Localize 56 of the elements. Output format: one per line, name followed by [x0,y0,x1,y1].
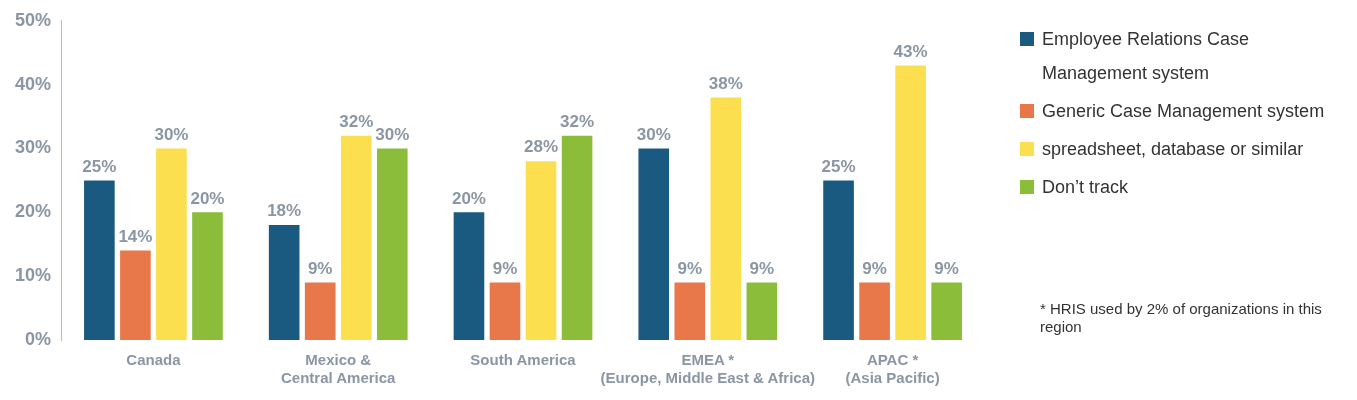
bar [674,282,706,340]
data-label: 14% [118,226,153,246]
bar [84,180,115,340]
bar [895,65,926,340]
data-label: 30% [154,124,189,144]
data-label: 9% [934,258,959,278]
x-tick-label: EMEA * (Europe, Middle East & Africa) [600,351,816,387]
data-label: 43% [893,41,928,61]
data-label: 9% [307,258,333,278]
x-tick-label: Mexico & Central America [280,351,397,387]
bar [489,282,521,340]
bar [120,250,151,340]
data-label: 18% [267,201,302,221]
data-label: 30% [375,124,410,144]
data-label: 20% [451,188,486,208]
data-label: 32% [339,111,374,131]
data-label: 32% [560,111,595,131]
x-tick-label: Canada [126,351,182,369]
data-label: 38% [708,73,743,93]
y-tick-label: 40% [15,73,52,94]
text: * HRIS used by 2% of organizations in this region [1040,300,1323,336]
bar [931,282,962,340]
data-label: 9% [677,258,703,278]
bar [453,212,485,340]
data-label: 25% [821,156,856,176]
legend-label: Generic Case Management system [1042,100,1325,123]
legend-label: Employee Relations Case Management system [1042,28,1251,85]
legend-label: spreadsheet, database or similar [1042,138,1304,161]
bar [268,225,300,340]
data-label: 30% [636,124,671,144]
y-tick-label: 50% [15,9,52,30]
y-tick-label: 0% [25,328,52,349]
bar [376,148,408,340]
data-label: 9% [749,258,775,278]
x-tick-label: APAC * (Asia Pacific) [845,351,940,387]
data-label: 20% [190,188,225,208]
data-label: 25% [82,156,117,176]
bar [561,135,593,340]
y-tick-label: 30% [15,137,52,158]
legend-label: Don’t track [1042,176,1129,199]
bar [859,282,890,340]
bar [304,282,336,340]
data-label: 28% [524,137,559,157]
bar [746,282,778,340]
x-tick-label: South America [470,351,577,369]
bar [525,161,557,340]
y-tick-label: 20% [15,201,52,222]
data-label: 9% [862,258,887,278]
bar [340,135,372,340]
bar [156,148,187,340]
data-label: 9% [492,258,518,278]
bar [710,97,742,340]
y-tick-label: 10% [15,265,52,286]
bar [823,180,854,340]
bar [192,212,223,340]
bar [638,148,670,340]
